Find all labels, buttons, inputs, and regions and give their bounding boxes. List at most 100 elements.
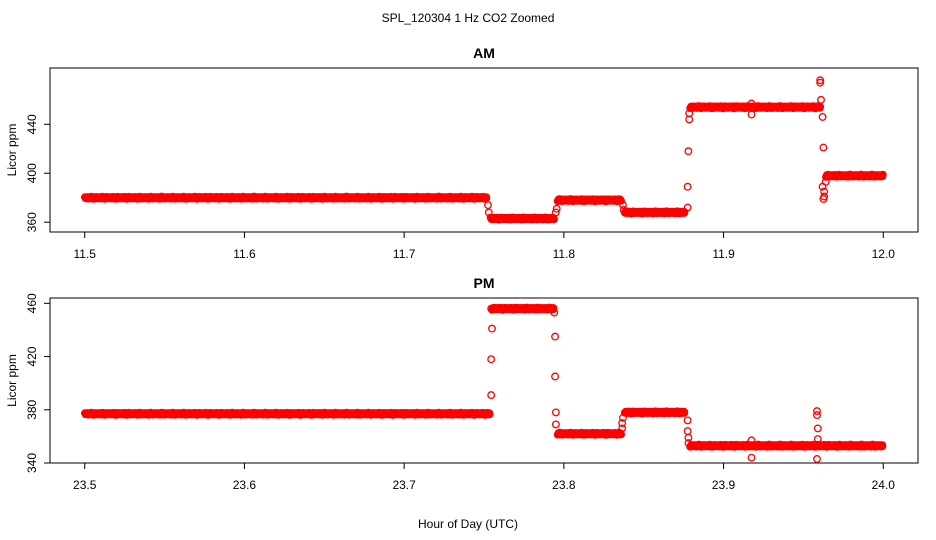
x-tick-label-pm: 23.6 bbox=[233, 478, 257, 492]
data-point-pm bbox=[684, 439, 693, 447]
data-point-pm bbox=[419, 409, 428, 417]
data-point-am bbox=[575, 197, 584, 205]
data-point-am bbox=[619, 206, 628, 214]
data-point-pm bbox=[327, 409, 335, 417]
data-point-am bbox=[683, 203, 692, 212]
data-point-am bbox=[747, 99, 756, 108]
panel-title-pm: PM bbox=[474, 275, 495, 291]
data-point-am bbox=[550, 215, 558, 224]
data-point-pm bbox=[813, 411, 821, 420]
y-tick-label-am: 400 bbox=[25, 163, 39, 183]
data-point-pm bbox=[747, 436, 756, 445]
y-axis-label-pm: Licor ppm bbox=[5, 354, 19, 407]
x-tick-label-am: 12.0 bbox=[872, 247, 896, 261]
data-point-am bbox=[166, 194, 175, 203]
data-point-am bbox=[617, 197, 626, 205]
data-point-pm bbox=[545, 303, 553, 312]
data-point-pm bbox=[551, 408, 560, 417]
data-point-pm bbox=[166, 410, 175, 419]
x-tick-label-am: 11.8 bbox=[553, 247, 576, 261]
data-point-am bbox=[539, 215, 547, 224]
data-point-am bbox=[552, 204, 561, 213]
data-point-pm bbox=[362, 410, 371, 419]
data-point-am bbox=[504, 214, 512, 222]
data-point-pm bbox=[373, 410, 382, 419]
data-point-am bbox=[316, 193, 324, 201]
data-point-am bbox=[618, 201, 627, 210]
data-point-am bbox=[816, 76, 825, 85]
data-point-pm bbox=[877, 442, 886, 451]
data-point-am bbox=[484, 208, 493, 217]
data-point-am bbox=[818, 113, 827, 121]
data-point-am bbox=[680, 208, 688, 216]
x-tick-label-pm: 23.7 bbox=[392, 478, 416, 492]
data-point-am bbox=[816, 103, 824, 112]
data-point-pm bbox=[487, 391, 496, 400]
data-point-pm bbox=[747, 453, 756, 462]
data-point-pm bbox=[177, 410, 186, 419]
data-point-pm bbox=[739, 441, 747, 449]
y-tick-label-pm: 380 bbox=[25, 399, 39, 419]
data-point-pm bbox=[234, 409, 243, 417]
x-tick-label-pm: 23.9 bbox=[712, 478, 736, 492]
data-point-pm bbox=[550, 308, 559, 317]
figure-title: SPL_120304 1 Hz CO2 Zoomed bbox=[382, 11, 555, 25]
data-point-am bbox=[866, 172, 874, 181]
data-point-am bbox=[408, 193, 417, 201]
data-point-am bbox=[615, 195, 623, 203]
data-point-am bbox=[188, 194, 197, 203]
y-tick-label-pm: 460 bbox=[25, 293, 39, 313]
data-point-am bbox=[551, 208, 560, 217]
data-point-pm bbox=[750, 441, 758, 449]
data-point-am bbox=[647, 207, 655, 216]
x-tick-label-am: 11.9 bbox=[712, 247, 735, 261]
data-point-am bbox=[877, 172, 885, 181]
data-point-am bbox=[739, 102, 747, 111]
data-point-am bbox=[131, 193, 140, 201]
data-point-am bbox=[362, 194, 371, 203]
data-point-pm bbox=[530, 304, 538, 312]
y-tick-label-am: 360 bbox=[25, 212, 39, 232]
data-point-am bbox=[796, 104, 804, 112]
data-point-pm bbox=[551, 420, 560, 429]
data-point-am bbox=[703, 104, 712, 112]
data-point-pm bbox=[785, 442, 793, 451]
data-point-pm bbox=[831, 441, 839, 449]
data-point-am bbox=[120, 192, 129, 201]
data-point-am bbox=[586, 197, 595, 205]
data-point-am bbox=[212, 192, 221, 201]
data-point-am bbox=[811, 104, 820, 113]
data-point-pm bbox=[483, 408, 492, 417]
data-point-am bbox=[817, 95, 825, 104]
x-tick-label-pm: 23.5 bbox=[73, 478, 97, 492]
data-point-pm bbox=[487, 304, 496, 313]
data-point-am bbox=[692, 104, 701, 112]
data-point-pm bbox=[647, 407, 655, 416]
plot-frame-am bbox=[49, 67, 919, 233]
data-point-am bbox=[685, 109, 694, 118]
data-point-am bbox=[281, 194, 289, 203]
figure-x-axis-label: Hour of Day (UTC) bbox=[418, 517, 518, 531]
y-axis-label-am: Licor ppm bbox=[5, 124, 19, 177]
data-point-pm bbox=[454, 410, 463, 419]
data-point-pm bbox=[703, 442, 712, 451]
data-point-am bbox=[327, 193, 335, 201]
data-point-pm bbox=[610, 429, 619, 437]
data-point-pm bbox=[683, 427, 692, 436]
data-point-pm bbox=[813, 435, 822, 443]
data-point-am bbox=[85, 194, 93, 203]
data-point-am bbox=[785, 104, 793, 112]
data-point-pm bbox=[481, 411, 489, 419]
data-point-am bbox=[479, 192, 487, 201]
data-point-pm bbox=[188, 410, 197, 419]
x-tick-label-am: 11.5 bbox=[73, 247, 96, 261]
data-point-pm bbox=[549, 304, 558, 312]
x-tick-label-am: 11.6 bbox=[233, 247, 256, 261]
series-points-pm bbox=[80, 303, 887, 463]
data-point-pm bbox=[842, 441, 850, 449]
data-point-pm bbox=[281, 410, 289, 419]
data-point-pm bbox=[551, 372, 560, 381]
data-point-am bbox=[493, 213, 501, 222]
data-point-pm bbox=[408, 409, 417, 417]
data-point-am bbox=[610, 195, 619, 204]
